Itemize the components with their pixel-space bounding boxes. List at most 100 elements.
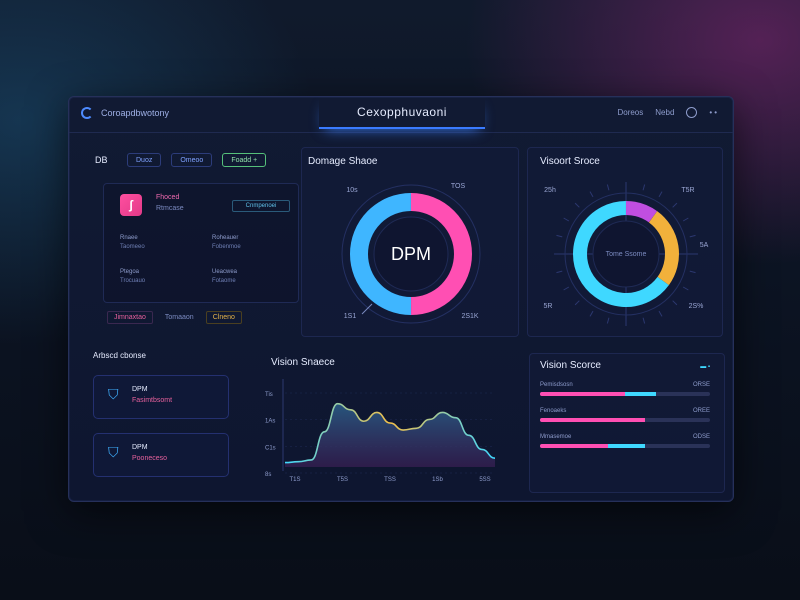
shield-icon: ⛉ xyxy=(108,444,119,460)
stat-4: Ueacwea Fotaome xyxy=(212,268,237,286)
damage-title: Domage Shaoe xyxy=(308,156,378,167)
score-row-label: Mmasemoe xyxy=(540,434,572,440)
app-icon: ʃ xyxy=(120,194,142,216)
vision-score-panel: Visoort Sroce Tome Ssome 25h T5R 5A 5R 2S% xyxy=(527,147,723,337)
ability-2-name: DPM xyxy=(132,444,148,451)
dial-tick xyxy=(682,286,689,291)
profile-panel: DB Duoz Omeoo Foadd + ʃ Fhoced Rtmcase C… xyxy=(83,147,299,337)
dial-tick xyxy=(606,317,610,324)
donut-inner-disc xyxy=(592,220,660,288)
stat-1-label: Rnaee xyxy=(120,235,138,241)
stat-3-label: Ptegoa xyxy=(120,269,140,275)
dial-tick xyxy=(672,202,678,208)
brand[interactable]: Coroapdbwotony xyxy=(81,107,169,119)
donut-tick-label-2: TOS xyxy=(451,183,466,190)
x-tick-label-3: TSS xyxy=(384,477,396,483)
footer-link[interactable]: Jimnaxtao xyxy=(107,311,153,324)
donut-slice-2 xyxy=(349,193,412,315)
donut-outer-ring xyxy=(564,192,688,316)
score-bar-segment-1 xyxy=(540,444,608,448)
score-bar-segment-1 xyxy=(540,392,625,396)
score-bar-track xyxy=(540,444,710,448)
x-tick-label-2: T5S xyxy=(337,477,348,483)
top-link-2[interactable]: Nebd xyxy=(655,108,675,117)
donut-tick-label-3: 1S1 xyxy=(344,313,357,320)
dial-tick xyxy=(563,286,570,291)
top-link-1[interactable]: Doreos xyxy=(617,108,644,117)
dial-tick xyxy=(642,184,646,191)
top-bar: Coroapdbwotony Cexopphuvaoni Doreos Nebd… xyxy=(69,97,733,133)
donut-slice-3 xyxy=(573,201,669,307)
page-title-tab[interactable]: Cexopphuvaoni xyxy=(319,97,485,129)
ability-panel: Arbscd cbonse ⛉ DPM Fasimtbsomt ⛉ DPM Po… xyxy=(83,345,253,493)
dial-tick xyxy=(574,202,580,208)
x-tick-label-4: 1Sb xyxy=(432,477,443,483)
vision-donut-chart: Tome Ssome 25h T5R 5A 5R 2S% xyxy=(544,182,709,326)
stat-2-value: Fobenmoe xyxy=(212,244,241,250)
tab-3[interactable]: Foadd + xyxy=(222,153,267,167)
card-action-button[interactable]: Cnmpenoei xyxy=(232,200,290,212)
footer-tag[interactable]: Clneno xyxy=(205,311,242,324)
donut-tick-label-4: 5R xyxy=(544,303,553,310)
score-bar-track xyxy=(540,418,710,422)
score-bar-segment-2 xyxy=(625,392,656,396)
dial-tick xyxy=(682,217,689,222)
footer-text[interactable]: Tomaaon xyxy=(164,314,194,321)
panel-toggle-icon[interactable]: ▬ ▪ xyxy=(700,364,710,370)
dial-tick xyxy=(658,310,663,317)
ability-1-name: DPM xyxy=(132,386,148,393)
card-subtitle: Rtmcase xyxy=(156,205,184,212)
score-bar-segment-2 xyxy=(608,444,646,448)
score-row: Pemisdsosn ORSE xyxy=(540,382,710,396)
dial-tick xyxy=(589,310,594,317)
tab-1[interactable]: Duoz xyxy=(127,153,162,167)
y-tick-label-4: 8s xyxy=(265,472,271,478)
x-tick-label-5: 5SS xyxy=(479,477,490,483)
score-row-value: OREE xyxy=(692,408,710,414)
dial-tick xyxy=(556,234,563,238)
profile-card: ʃ Fhoced Rtmcase Cnmpenoei Rnaee Taomeeo… xyxy=(103,183,299,303)
vision-area-chart: Tis 1As C1s 8s T1S T5S TSS 1Sb 5SS xyxy=(265,379,496,483)
ability-1-sub: Fasimtbsomt xyxy=(132,397,173,404)
score-row-label: Pemisdsosn xyxy=(540,382,573,388)
score-title: Vision Scorce xyxy=(540,360,601,371)
profile-footer: Jimnaxtao Tomaaon Clneno xyxy=(107,311,242,324)
donut-slice-1 xyxy=(410,193,473,315)
y-tick-label-1: Tis xyxy=(265,392,273,398)
vision-trend-panel: Vision Snaece Tis 1As C1s 8s T1S T5S TSS 1Sb 5SS xyxy=(261,345,513,493)
donut-tick-label-1: 25h xyxy=(544,187,556,194)
score-bar-track xyxy=(540,392,710,396)
profile-icon[interactable] xyxy=(686,107,698,118)
donut-center-label: DPM xyxy=(391,244,431,264)
stat-2-label: Roheauer xyxy=(212,235,239,241)
stat-4-label: Ueacwea xyxy=(212,269,238,275)
donut-inner-disc xyxy=(373,216,449,292)
x-tick-label-1: T1S xyxy=(289,477,300,483)
tab-2[interactable]: Omeoo xyxy=(171,153,213,167)
donut-tick-label-4: 2S1K xyxy=(461,313,478,320)
dashboard-window: Coroapdbwotony Cexopphuvaoni Doreos Nebd… xyxy=(68,96,734,502)
dial-tick xyxy=(556,270,563,274)
dial-tick xyxy=(689,270,696,274)
ability-title: Arbscd cbonse xyxy=(93,351,146,360)
score-row: Fenoaeks OREE xyxy=(540,408,710,422)
area-fill xyxy=(285,403,495,467)
donut-tick-label-3: 5A xyxy=(700,242,709,249)
dial-tick xyxy=(589,191,594,198)
donut-tick-label-1: 10s xyxy=(346,187,358,194)
damage-donut-chart: DPM 10s TOS 1S1 2S1K xyxy=(341,183,481,324)
brand-logo-icon xyxy=(81,107,93,119)
stat-3-value: Trocuauo xyxy=(120,278,146,284)
score-bar-segment-1 xyxy=(540,418,646,422)
ability-item-1[interactable]: ⛉ DPM Fasimtbsomt xyxy=(93,375,229,419)
trend-title: Vision Snaece xyxy=(271,357,335,368)
ability-item-2[interactable]: ⛉ DPM Pooneceso xyxy=(93,433,229,477)
stat-1-value: Taomeeo xyxy=(120,244,145,250)
donut-slice-2 xyxy=(648,211,679,286)
dial-tick xyxy=(689,234,696,238)
tabs-label: DB xyxy=(95,155,108,165)
dial-tick xyxy=(606,184,610,191)
score-row: Mmasemoe ODSE xyxy=(540,434,710,448)
stat-3: Ptegoa Trocuauo xyxy=(120,268,145,286)
more-icon[interactable]: •• xyxy=(709,108,719,117)
